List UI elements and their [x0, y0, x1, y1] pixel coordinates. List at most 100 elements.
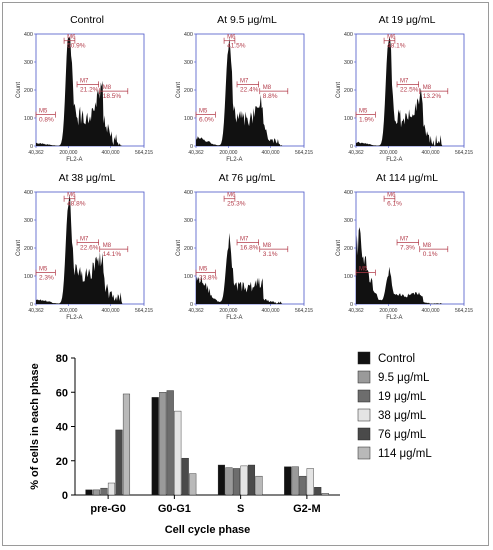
- bar: [321, 493, 329, 496]
- y-tick-label: 200: [344, 88, 353, 94]
- y-tick-label: 300: [184, 218, 193, 224]
- x-tick-label: 40,362: [28, 150, 44, 156]
- gate-label: M8: [263, 243, 272, 249]
- gate-label: M6: [227, 35, 236, 41]
- x-tick-label: 400,000: [261, 308, 279, 314]
- histogram-title: At 9.5 μg/mL: [217, 14, 277, 26]
- gate-percent: 22.6%: [80, 244, 99, 251]
- x-tick-label: 564,215: [455, 150, 473, 156]
- histogram-panel: At 19 μg/mL 0 100 200 300 400 Count 40,362 200,0…: [332, 14, 482, 164]
- histogram-panel: At 114 μg/mL 0 100 200 300 400 Count 40,362 200,…: [332, 172, 482, 322]
- gate-label: M6: [67, 35, 76, 41]
- x-tick-label: 40,362: [188, 308, 204, 314]
- y-tick-label: 100: [344, 116, 353, 122]
- bar-x-axis-label: Cell cycle phase: [165, 524, 251, 536]
- bar: [122, 393, 131, 496]
- gate-percent: 48.8%: [67, 201, 86, 208]
- gate-label: M5: [199, 267, 208, 273]
- x-axis-label: FL2-A: [386, 315, 402, 321]
- y-tick-label: 0: [350, 144, 353, 150]
- histogram-distribution: [356, 37, 464, 146]
- gate-percent: 7.3%: [400, 244, 415, 251]
- gate-label: M7: [80, 236, 89, 242]
- cell-cycle-bar-chart: 0 20 40 60 80 % of cells in each phase pre-G0 G…: [29, 351, 432, 536]
- gate-label: M7: [240, 78, 249, 84]
- legend-swatch: [357, 408, 371, 422]
- gate-label: M8: [103, 85, 112, 91]
- x-tick-label: 564,215: [455, 308, 473, 314]
- bar: [85, 489, 93, 496]
- gate-label: M5: [39, 109, 48, 115]
- x-tick-label: 564,215: [135, 150, 153, 156]
- y-tick-label: 200: [24, 246, 33, 252]
- gate-label: M5: [199, 109, 208, 115]
- gate-percent: 13.2%: [423, 93, 442, 100]
- figure-frame: [2, 2, 489, 546]
- y-tick-label: 100: [184, 116, 193, 122]
- x-tick-label: 564,215: [135, 308, 153, 314]
- bar: [240, 465, 248, 496]
- bar: [174, 410, 182, 496]
- y-tick-label: 400: [24, 190, 33, 196]
- y-axis-label: Count: [16, 240, 22, 256]
- x-tick-label: 400,000: [101, 150, 119, 156]
- histogram-distribution: [196, 37, 304, 146]
- x-tick-label: 40,362: [348, 150, 364, 156]
- y-tick-label: 300: [184, 60, 193, 66]
- x-tick-label: 40,362: [28, 308, 44, 314]
- x-tick-label: 564,215: [295, 308, 313, 314]
- histogram-title: At 19 μg/mL: [378, 14, 436, 26]
- legend-label: 19 μg/mL: [378, 391, 427, 403]
- legend-swatch: [357, 427, 371, 441]
- y-tick-label: 0: [190, 144, 193, 150]
- bar: [151, 397, 159, 496]
- histogram-distribution: [36, 195, 144, 304]
- gate-label: M5: [359, 267, 368, 273]
- x-tick-label: 400,000: [421, 150, 439, 156]
- y-tick-label: 200: [184, 246, 193, 252]
- gate-percent: 8.8%: [263, 93, 278, 100]
- gate-percent: 6.1%: [387, 201, 402, 208]
- y-axis-label: Count: [336, 240, 342, 256]
- legend-swatch: [357, 446, 371, 460]
- y-axis-label: Count: [176, 240, 182, 256]
- bar: [217, 464, 226, 496]
- gate-label: M6: [227, 193, 236, 199]
- bar: [92, 489, 101, 496]
- gate-label: M8: [263, 85, 272, 91]
- x-tick-label: G0-G1: [158, 503, 191, 515]
- x-tick-label: 40,362: [348, 308, 364, 314]
- gate-percent: 22.5%: [400, 86, 419, 93]
- y-tick-label: 400: [344, 32, 353, 38]
- gate-percent: 3.1%: [263, 251, 278, 258]
- legend-swatch: [357, 351, 371, 365]
- legend-swatch: [357, 370, 371, 384]
- x-axis-label: FL2-A: [226, 157, 242, 163]
- legend-swatch: [357, 389, 371, 403]
- y-tick-label: 80: [56, 353, 68, 365]
- gate-label: M6: [387, 35, 396, 41]
- x-tick-label: G2-M: [293, 503, 321, 515]
- y-tick-label: 0: [30, 302, 33, 308]
- histogram-plot: 0 100 200 300 400 Count 40,362 200,000 400,000 56…: [16, 32, 153, 163]
- x-tick-label: 564,215: [295, 150, 313, 156]
- bar: [181, 457, 189, 496]
- bar-y-axis-label: % of cells in each phase: [29, 363, 41, 490]
- histogram-panel: Control 0 100 200 300 400 Count 40,362 200,000 40…: [12, 14, 162, 164]
- y-tick-label: 200: [184, 88, 193, 94]
- x-tick-label: 200,000: [379, 150, 397, 156]
- x-tick-label: 400,000: [101, 308, 119, 314]
- x-axis-label: FL2-A: [66, 315, 82, 321]
- histogram-plot: 0 100 200 300 400 Count 40,362 200,000 400,000 56…: [176, 32, 313, 163]
- histogram-plot: 0 100 200 300 400 Count 40,362 200,000 400,000 56…: [336, 190, 473, 321]
- histogram-panel: At 38 μg/mL 0 100 200 300 400 Count 40,362 200,0…: [12, 172, 162, 322]
- gate-percent: 6.0%: [199, 117, 214, 124]
- bar: [314, 487, 322, 496]
- gate-percent: 18.5%: [103, 93, 122, 100]
- gate-label: M8: [103, 243, 112, 249]
- legend-label: 76 μg/mL: [378, 429, 427, 441]
- histogram-title: At 76 μg/mL: [218, 172, 276, 184]
- bar: [247, 464, 256, 496]
- bar: [100, 487, 108, 496]
- gate-label: M5: [359, 109, 368, 115]
